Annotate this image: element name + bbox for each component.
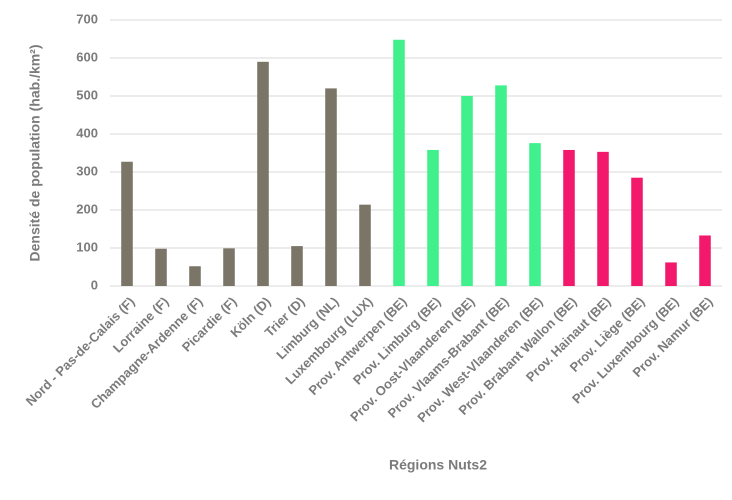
bar xyxy=(461,96,473,286)
bar xyxy=(189,266,201,286)
bar xyxy=(427,149,439,286)
y-tick-label: 100 xyxy=(76,239,98,254)
y-tick-label: 600 xyxy=(76,49,98,64)
y-tick-label: 300 xyxy=(76,163,98,178)
y-tick-label: 200 xyxy=(76,201,98,216)
bar xyxy=(529,143,541,286)
y-tick-label: 500 xyxy=(76,87,98,102)
bar xyxy=(223,248,235,286)
bar xyxy=(563,149,575,286)
bar xyxy=(291,246,303,286)
bar xyxy=(665,262,677,286)
bar xyxy=(699,235,711,286)
bar xyxy=(121,161,133,286)
y-tick-label: 400 xyxy=(76,125,98,140)
bar xyxy=(325,88,337,287)
x-axis-title: Régions Nuts2 xyxy=(389,457,487,473)
bar xyxy=(257,61,269,286)
y-axis-title: Densité de population (hab./km²) xyxy=(27,44,43,261)
bar xyxy=(597,151,609,286)
bar xyxy=(359,204,371,286)
bar xyxy=(155,248,167,286)
bar xyxy=(393,39,405,287)
y-tick-label: 0 xyxy=(91,277,98,292)
y-tick-label: 700 xyxy=(76,11,98,26)
bar xyxy=(495,85,507,286)
bar xyxy=(631,177,643,286)
